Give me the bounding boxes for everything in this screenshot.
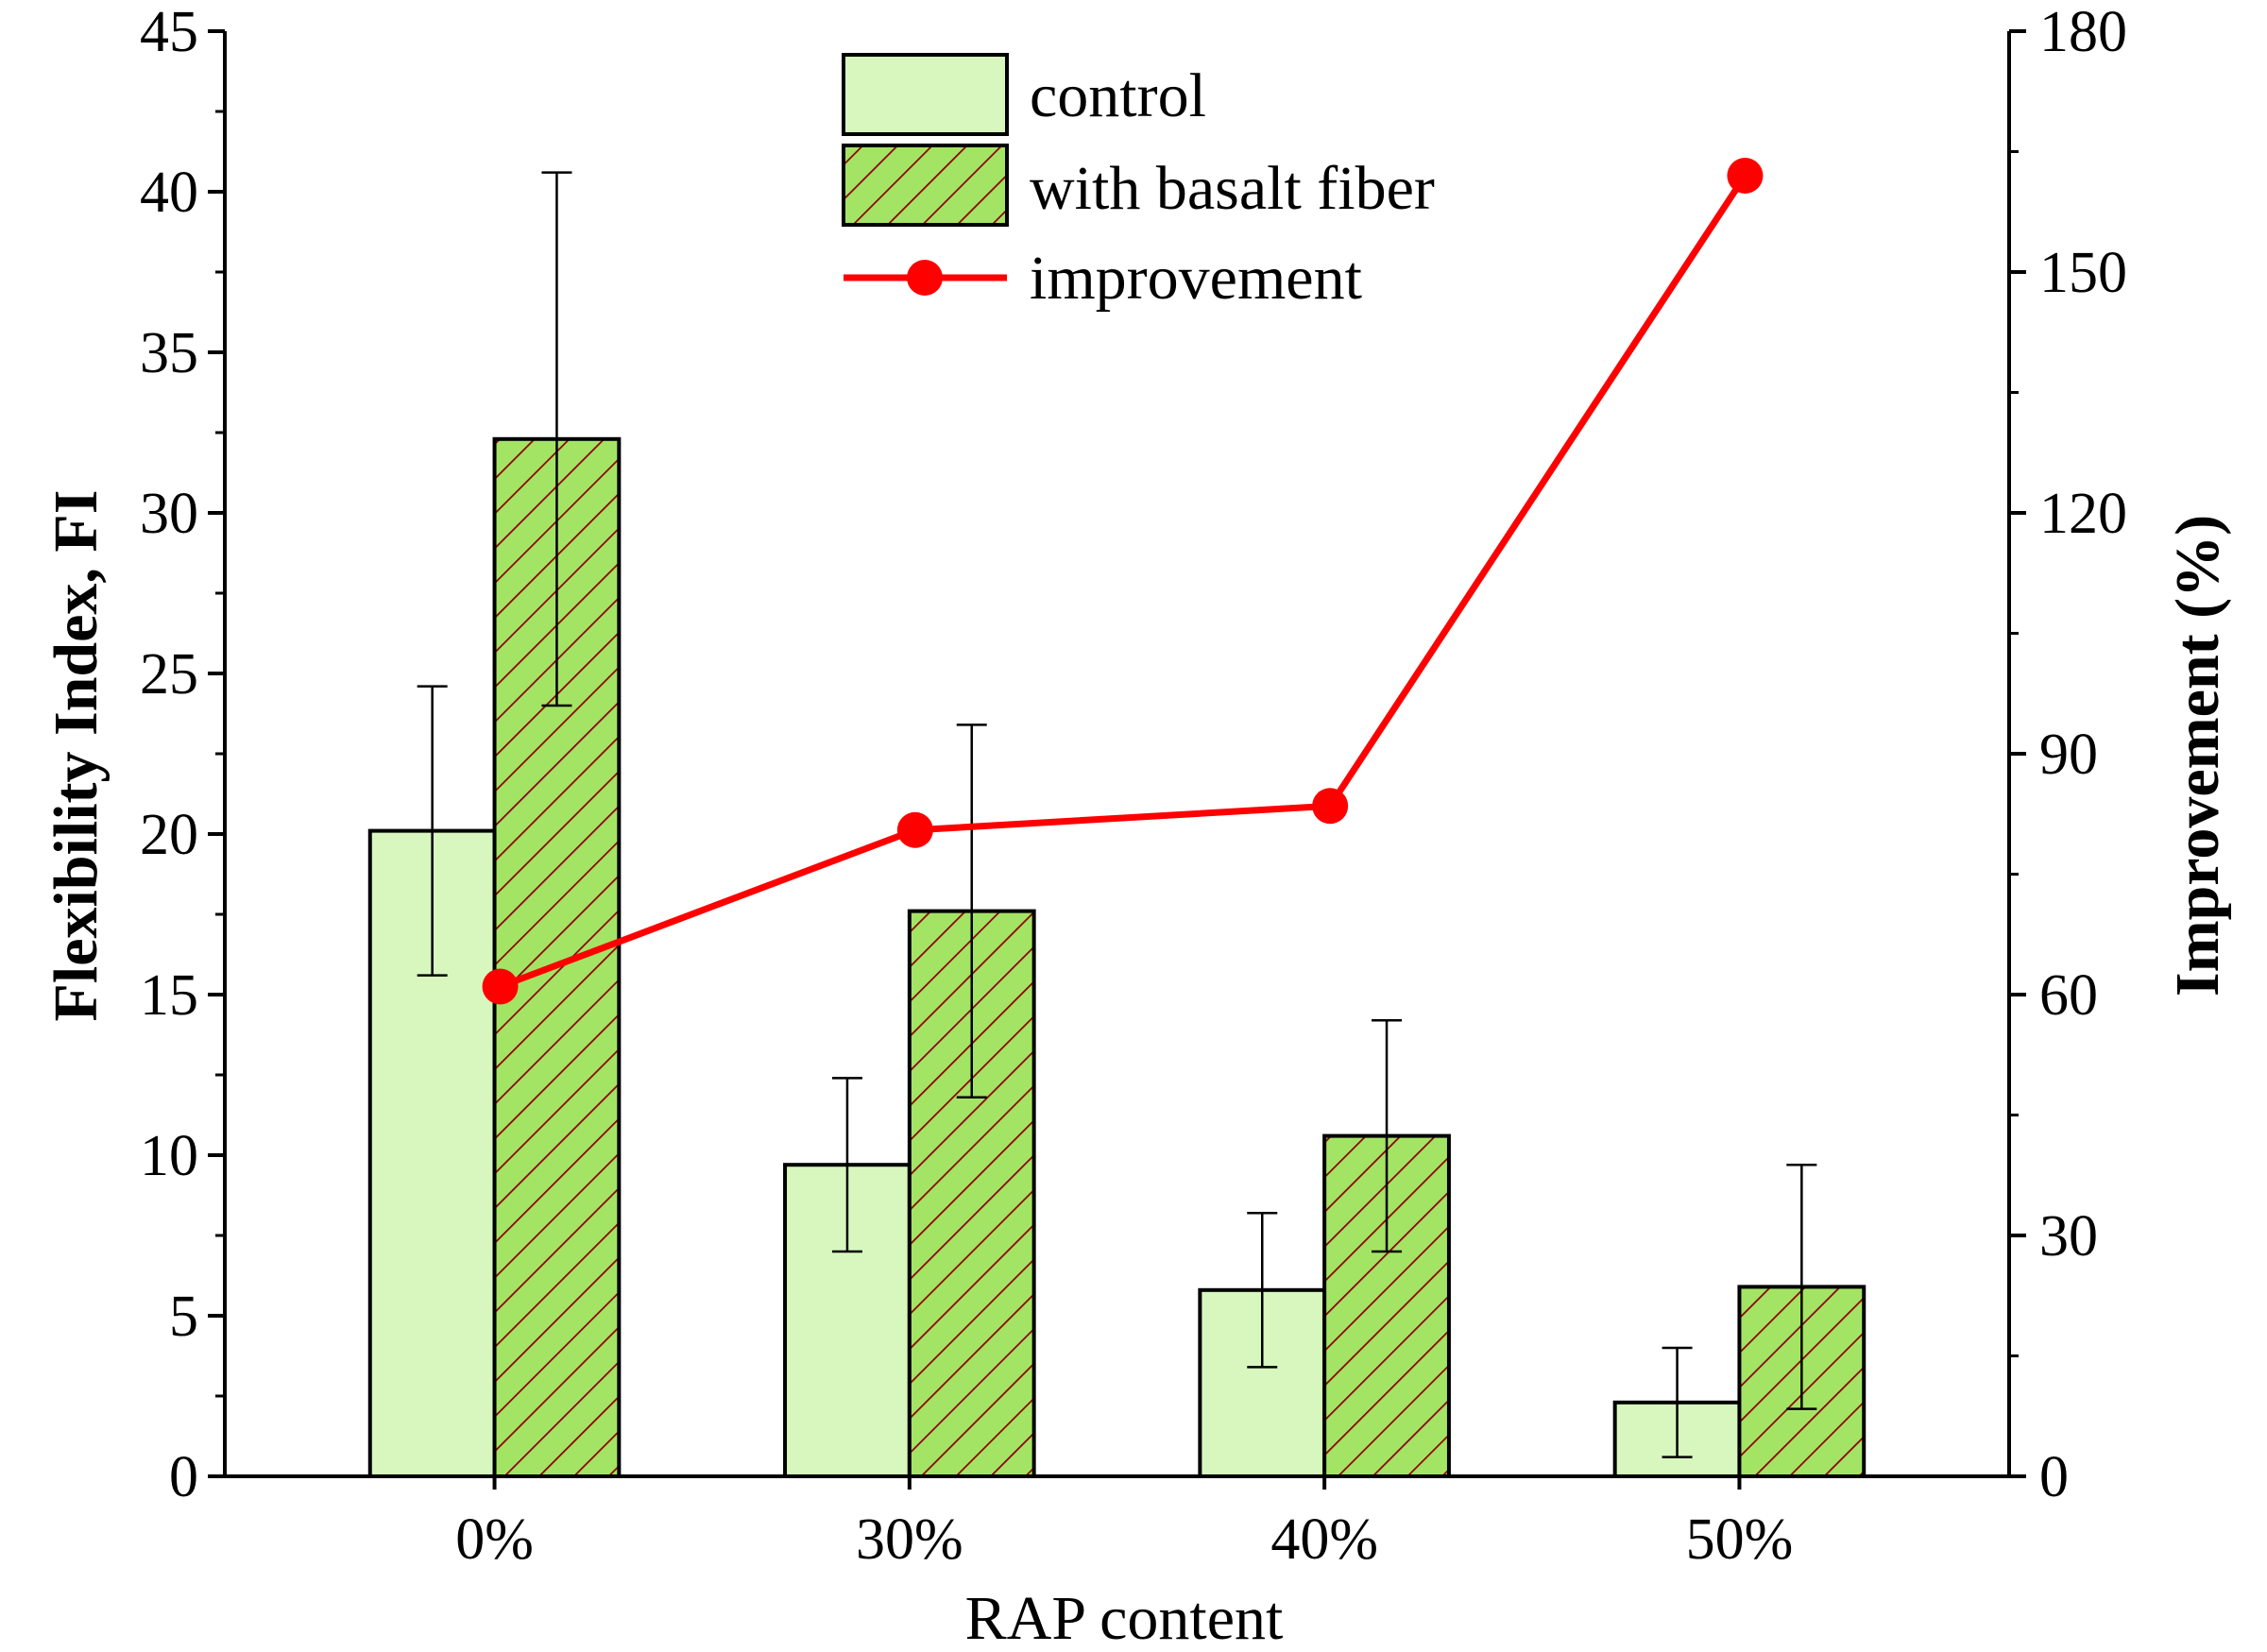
y-tick-label-0: 0	[169, 1445, 198, 1509]
y-tick-label-20: 20	[140, 803, 198, 867]
error-bars-layer	[417, 171, 1817, 1458]
y2-tick-label-30: 30	[2039, 1204, 2098, 1269]
legend-label-improvement: improvement	[1030, 244, 1362, 313]
x-tick-label-40pct: 40%	[1270, 1507, 1378, 1572]
y2-tick-label-0: 0	[2039, 1445, 2069, 1509]
y-tick-label-45: 45	[140, 0, 198, 64]
y-tick-label-15: 15	[140, 963, 198, 1028]
y2-tick-label-120: 120	[2039, 482, 2127, 546]
y-tick-label-35: 35	[140, 321, 198, 385]
improvement-line	[499, 174, 1748, 990]
y-tick-label-10: 10	[140, 1124, 198, 1188]
improvement-line-layer	[482, 158, 1764, 1005]
y-axis-title: Flexibility Index, FI	[42, 490, 111, 1022]
x-tick-label-0pct: 0%	[455, 1507, 534, 1572]
y2-tick-label-60: 60	[2039, 963, 2098, 1028]
x-tick-label-30pct: 30%	[856, 1507, 963, 1572]
y-tick-label-25: 25	[140, 642, 198, 707]
legend-swatch-control	[842, 53, 1009, 136]
tick-labels-layer: 0 5 10 15 20 25 30 35 40 45 0 30 60 90 120 150 180 0% 30% 4…	[140, 0, 2127, 1572]
improvement-point-40pct	[1312, 788, 1349, 825]
y-axis-right-title: Improvement (%)	[2163, 515, 2232, 996]
improvement-point-30pct	[896, 811, 933, 848]
legend-label-basalt-fiber: with basalt fiber	[1030, 154, 1435, 223]
legend-marker-improvement	[907, 260, 943, 296]
x-axis-title: RAP content	[965, 1584, 1284, 1652]
x-tick-label-50pct: 50%	[1686, 1507, 1794, 1572]
legend: control with basalt fiber improvement	[842, 53, 1435, 313]
y2-tick-label-150: 150	[2039, 241, 2127, 305]
legend-swatch-basalt-fiber	[842, 144, 1009, 227]
y-tick-label-5: 5	[169, 1285, 198, 1349]
y2-tick-label-180: 180	[2039, 0, 2127, 64]
axes-layer	[208, 29, 2026, 1490]
y-tick-label-40: 40	[140, 161, 198, 225]
improvement-point-50pct	[1727, 158, 1764, 194]
bars-layer	[367, 436, 1866, 1479]
y2-tick-label-90: 90	[2039, 723, 2098, 787]
y-tick-label-30: 30	[140, 482, 198, 546]
legend-label-control: control	[1030, 61, 1206, 130]
improvement-point-0pct	[482, 968, 519, 1005]
